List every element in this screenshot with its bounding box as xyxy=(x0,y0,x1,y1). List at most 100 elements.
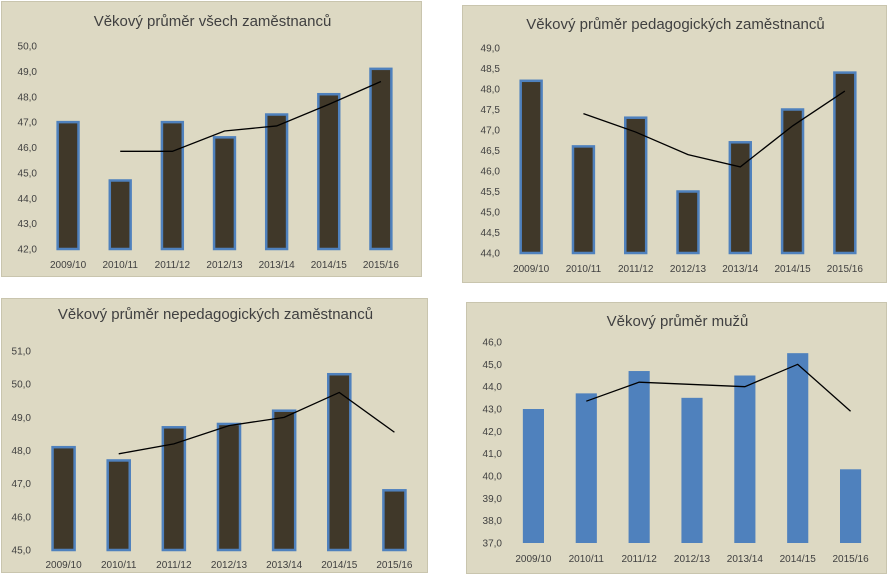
y-tick-label: 42,0 xyxy=(18,245,38,256)
y-tick-label: 38,0 xyxy=(483,516,503,527)
x-tick-label: 2014/15 xyxy=(311,260,348,271)
y-tick-label: 47,0 xyxy=(12,479,32,490)
chart-panel-non-pedagogical: Věkový průměr nepedagogických zaměstnanc… xyxy=(1,298,428,573)
y-tick-label: 48,0 xyxy=(18,92,38,103)
x-tick-label: 2013/14 xyxy=(259,260,296,271)
x-tick-label: 2011/12 xyxy=(155,260,191,271)
y-tick-label: 45,5 xyxy=(481,187,501,198)
trend-line xyxy=(120,80,382,152)
y-tick-label: 46,5 xyxy=(481,146,501,157)
x-tick-label: 2012/13 xyxy=(206,260,243,271)
x-tick-label: 2012/13 xyxy=(211,560,248,571)
y-tick-label: 39,0 xyxy=(483,494,503,505)
bar xyxy=(628,371,650,543)
bar xyxy=(108,179,132,251)
y-tick-label: 51,0 xyxy=(12,347,32,358)
y-tick-label: 49,0 xyxy=(18,67,38,78)
y-tick-label: 44,0 xyxy=(483,382,503,393)
chart-title: Věkový průměr všech zaměstnanců xyxy=(94,13,332,30)
bar xyxy=(624,116,648,255)
x-tick-label: 2010/11 xyxy=(569,554,605,565)
y-tick-label: 46,0 xyxy=(18,143,38,154)
bar xyxy=(571,145,596,255)
y-tick-label: 45,0 xyxy=(481,208,501,219)
x-tick-label: 2014/15 xyxy=(774,264,811,275)
chart-panel-pedagogical: Věkový průměr pedagogických zaměstnanců 4… xyxy=(462,5,887,283)
bar xyxy=(840,469,862,543)
bar xyxy=(212,136,237,251)
x-tick-label: 2009/10 xyxy=(45,560,82,571)
x-tick-label: 2010/11 xyxy=(103,260,139,271)
x-tick-label: 2015/16 xyxy=(363,260,400,271)
y-tick-label: 48,0 xyxy=(12,446,32,457)
trend-line xyxy=(583,90,846,168)
y-tick-label: 45,0 xyxy=(483,360,503,371)
bar xyxy=(56,120,80,251)
x-tick-label: 2011/12 xyxy=(618,264,654,275)
y-tick-label: 46,0 xyxy=(12,512,32,523)
bar xyxy=(161,426,187,552)
y-tick-label: 44,0 xyxy=(481,249,501,260)
y-tick-label: 50,0 xyxy=(12,380,32,391)
x-tick-label: 2009/10 xyxy=(50,260,87,271)
x-tick-label: 2009/10 xyxy=(513,264,550,275)
y-tick-label: 44,0 xyxy=(18,194,38,205)
bar xyxy=(327,372,352,552)
chart-title: Věkový průměr nepedagogických zaměstnanc… xyxy=(58,306,373,323)
bar xyxy=(519,79,543,255)
bar xyxy=(317,92,341,251)
y-tick-label: 50,0 xyxy=(18,42,38,53)
bar xyxy=(734,375,756,543)
y-tick-label: 45,0 xyxy=(12,546,32,557)
x-tick-label: 2013/14 xyxy=(727,554,764,565)
y-tick-label: 42,0 xyxy=(483,427,503,438)
bar xyxy=(106,459,131,552)
chart-all-employees: Věkový průměr všech zaměstnanců 42,0 43,0 4… xyxy=(18,13,400,271)
x-tick-label: 2010/11 xyxy=(566,264,602,275)
chart-pedagogical: Věkový průměr pedagogických zaměstnanců 4… xyxy=(481,16,864,275)
y-tick-label: 43,0 xyxy=(483,405,503,416)
chart-non-pedagogical: Věkový průměr nepedagogických zaměstnanc… xyxy=(12,306,413,571)
bar xyxy=(681,397,703,543)
y-tick-label: 40,0 xyxy=(483,472,503,483)
bar xyxy=(780,108,805,255)
x-tick-label: 2014/15 xyxy=(780,554,817,565)
x-tick-label: 2011/12 xyxy=(621,554,657,565)
x-tick-label: 2010/11 xyxy=(101,560,137,571)
bar xyxy=(676,190,700,255)
bar xyxy=(575,393,597,543)
bar xyxy=(833,71,857,255)
x-tick-label: 2013/14 xyxy=(266,560,303,571)
y-tick-label: 37,0 xyxy=(483,539,503,550)
y-tick-label: 48,0 xyxy=(481,85,501,96)
x-tick-label: 2012/13 xyxy=(670,264,707,275)
x-tick-label: 2014/15 xyxy=(321,560,358,571)
y-tick-label: 45,0 xyxy=(18,168,38,179)
trend-line xyxy=(586,363,852,412)
x-tick-label: 2012/13 xyxy=(674,554,711,565)
y-tick-label: 46,0 xyxy=(481,167,501,178)
y-tick-label: 46,0 xyxy=(483,338,503,349)
y-tick-label: 48,5 xyxy=(481,64,501,75)
y-tick-label: 47,5 xyxy=(481,105,501,116)
bar xyxy=(51,445,76,552)
bar xyxy=(264,113,289,251)
x-tick-label: 2013/14 xyxy=(722,264,759,275)
bar xyxy=(369,67,393,251)
chart-title: Věkový průměr pedagogických zaměstnanců xyxy=(526,16,825,33)
x-tick-label: 2015/16 xyxy=(376,560,413,571)
y-tick-label: 44,5 xyxy=(481,228,501,239)
bar xyxy=(216,422,242,552)
chart-panel-men: Věkový průměr mužů 37,0 38,0 39,0 40,0 41,0 42… xyxy=(466,302,887,574)
x-tick-label: 2015/16 xyxy=(832,554,869,565)
bar xyxy=(787,353,809,543)
chart-men: Věkový průměr mužů 37,0 38,0 39,0 40,0 41,0 42… xyxy=(483,313,870,565)
chart-panel-all-employees: Věkový průměr všech zaměstnanců 42,0 43,0 4… xyxy=(1,1,422,277)
trend-line xyxy=(118,391,395,455)
x-tick-label: 2011/12 xyxy=(156,560,192,571)
bar xyxy=(160,120,185,251)
y-tick-label: 47,0 xyxy=(481,126,501,137)
y-tick-label: 43,0 xyxy=(18,219,38,230)
bar xyxy=(382,489,407,552)
x-tick-label: 2009/10 xyxy=(515,554,552,565)
